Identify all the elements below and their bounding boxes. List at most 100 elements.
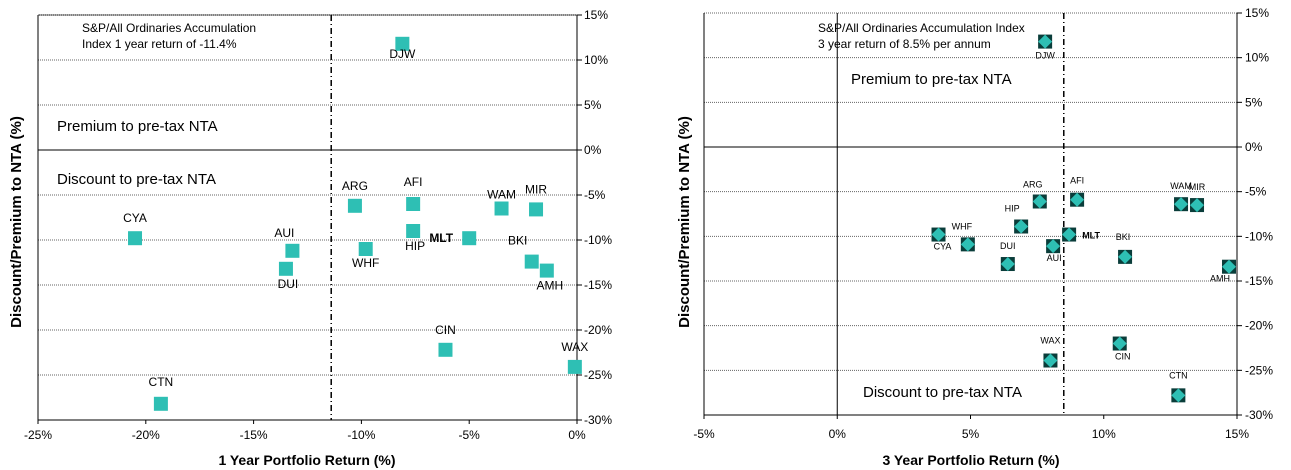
point-label-wax: WAX	[1040, 336, 1060, 346]
point-amh	[539, 263, 554, 278]
point-cya-diamond	[931, 227, 946, 242]
point-label-arg: ARG	[342, 179, 368, 193]
point-mlt-diamond	[1062, 227, 1077, 242]
point-label-aui: AUI	[274, 226, 294, 240]
point-whf	[960, 237, 975, 252]
point-label-wam: WAM	[1170, 181, 1192, 191]
x-tick-labels: -5% 0% 5% 10% 15%	[693, 427, 1249, 441]
point-hip	[406, 224, 421, 238]
point-label-cin: CIN	[1115, 352, 1131, 362]
point-afi	[1070, 192, 1085, 207]
point-afi	[406, 197, 421, 211]
x-tick-label: -5%	[459, 428, 481, 442]
point-amh-diamond	[1222, 259, 1237, 274]
axes	[37, 14, 582, 424]
y-tick-label: -20%	[584, 323, 612, 337]
point-wam	[494, 201, 509, 216]
x-tick-label: 0%	[568, 428, 586, 442]
y-tick-label: -20%	[1245, 319, 1273, 333]
point-bki	[1118, 249, 1133, 264]
point-label-whf: WHF	[952, 221, 973, 231]
point-cin-diamond	[1112, 336, 1127, 351]
chart-3-year: 15% 10% 5% 0% -5% -10% -15% -20% -25% -30% -5% 0% 5…	[676, 6, 1273, 468]
point-aui	[285, 243, 300, 258]
point-label-mir: MIR	[525, 182, 547, 196]
point-ctn	[153, 396, 168, 411]
point-afi-diamond	[1070, 192, 1085, 207]
x-tick-label: -20%	[132, 428, 160, 442]
point-djw	[1038, 34, 1053, 49]
point-labels: DJW ARG AFI WAM MIR MLT CYA AUI DUI WHF HIP BKI AMH C…	[123, 47, 588, 389]
x-tick-label: 15%	[1225, 427, 1249, 441]
discount-region-label: Discount to pre-tax NTA	[57, 171, 216, 188]
point-label-aui: AUI	[1047, 253, 1062, 263]
point-label-dui: DUI	[278, 277, 299, 291]
y-tick-labels: 15% 10% 5% 0% -5% -10% -15% -20% -25% -30%	[584, 8, 612, 427]
x-tick-labels: -25% -20% -15% -10% -5% 0%	[24, 428, 586, 442]
index-note-line-2: Index 1 year return of -11.4%	[82, 37, 237, 51]
point-dui-diamond	[1000, 257, 1015, 272]
point-mlt	[462, 231, 477, 246]
y-tick-label: -25%	[1245, 363, 1273, 377]
point-label-wax: WAX	[561, 340, 588, 354]
index-note-line-1: S&P/All Ordinaries Accumulation	[82, 21, 256, 35]
y-tick-label: -15%	[1245, 274, 1273, 288]
axes	[703, 12, 1242, 419]
point-arg-diamond	[1032, 194, 1047, 209]
gridlines	[704, 12, 1237, 371]
x-tick-label: 5%	[962, 427, 980, 441]
y-tick-label: 5%	[1245, 95, 1263, 109]
y-tick-label: 0%	[1245, 140, 1263, 154]
point-label-mlt: MLT	[1082, 231, 1100, 241]
x-tick-label: 10%	[1092, 427, 1116, 441]
point-djw	[395, 36, 410, 51]
y-tick-label: 10%	[584, 53, 608, 67]
x-tick-label: -15%	[240, 428, 268, 442]
point-label-mlt: MLT	[429, 231, 453, 245]
point-label-cya: CYA	[934, 242, 952, 252]
point-aui-diamond	[1046, 239, 1061, 254]
point-wax-diamond	[1043, 353, 1058, 368]
point-mir-diamond	[1190, 198, 1205, 213]
point-label-amh: AMH	[1210, 274, 1230, 284]
point-mir	[529, 202, 544, 217]
point-hip-diamond	[1014, 219, 1029, 234]
point-label-djw: DJW	[1035, 51, 1055, 61]
point-label-bki: BKI	[1116, 232, 1131, 242]
data-points	[128, 36, 582, 411]
point-cya	[128, 231, 143, 246]
x-tick-label: 0%	[829, 427, 847, 441]
discount-region-label: Discount to pre-tax NTA	[863, 384, 1022, 401]
y-tick-label: -5%	[1245, 185, 1267, 199]
y-tick-label: -15%	[584, 278, 612, 292]
point-label-wam: WAM	[487, 188, 516, 202]
y-tick-label: 0%	[584, 143, 602, 157]
point-label-amh: AMH	[536, 279, 563, 293]
point-arg	[1032, 194, 1047, 209]
point-label-afi: AFI	[404, 175, 423, 189]
index-note-line-1: S&P/All Ordinaries Accumulation Index	[818, 21, 1025, 35]
point-label-mir: MIR	[1189, 182, 1206, 192]
point-label-dui: DUI	[1000, 241, 1016, 251]
point-bki-diamond	[1118, 249, 1133, 264]
y-tick-label: 5%	[584, 98, 602, 112]
point-djw-diamond	[1038, 34, 1053, 49]
x-axis-title: 1 Year Portfolio Return (%)	[218, 452, 395, 468]
y-tick-label: 10%	[1245, 51, 1269, 65]
point-amh	[1222, 259, 1237, 274]
point-dui	[278, 261, 293, 276]
y-tick-label: -25%	[584, 368, 612, 382]
y-axis-title: Discount/Premium to NTA (%)	[676, 116, 693, 328]
point-wax	[1043, 353, 1058, 368]
point-wam-diamond	[1174, 197, 1189, 212]
data-points	[931, 34, 1237, 403]
point-wax	[567, 359, 582, 374]
y-tick-label: -30%	[584, 413, 612, 427]
point-label-hip: HIP	[405, 239, 425, 253]
premium-region-label: Premium to pre-tax NTA	[57, 118, 218, 135]
x-tick-label: -10%	[347, 428, 375, 442]
x-axis-title: 3 Year Portfolio Return (%)	[882, 452, 1059, 468]
point-arg	[347, 198, 362, 213]
y-tick-label: -10%	[584, 233, 612, 247]
